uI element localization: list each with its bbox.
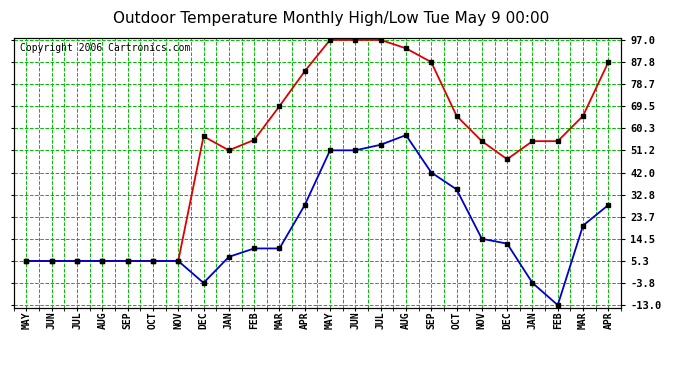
Text: Outdoor Temperature Monthly High/Low Tue May 9 00:00: Outdoor Temperature Monthly High/Low Tue… bbox=[113, 11, 549, 26]
Text: Copyright 2006 Cartronics.com: Copyright 2006 Cartronics.com bbox=[20, 43, 190, 53]
